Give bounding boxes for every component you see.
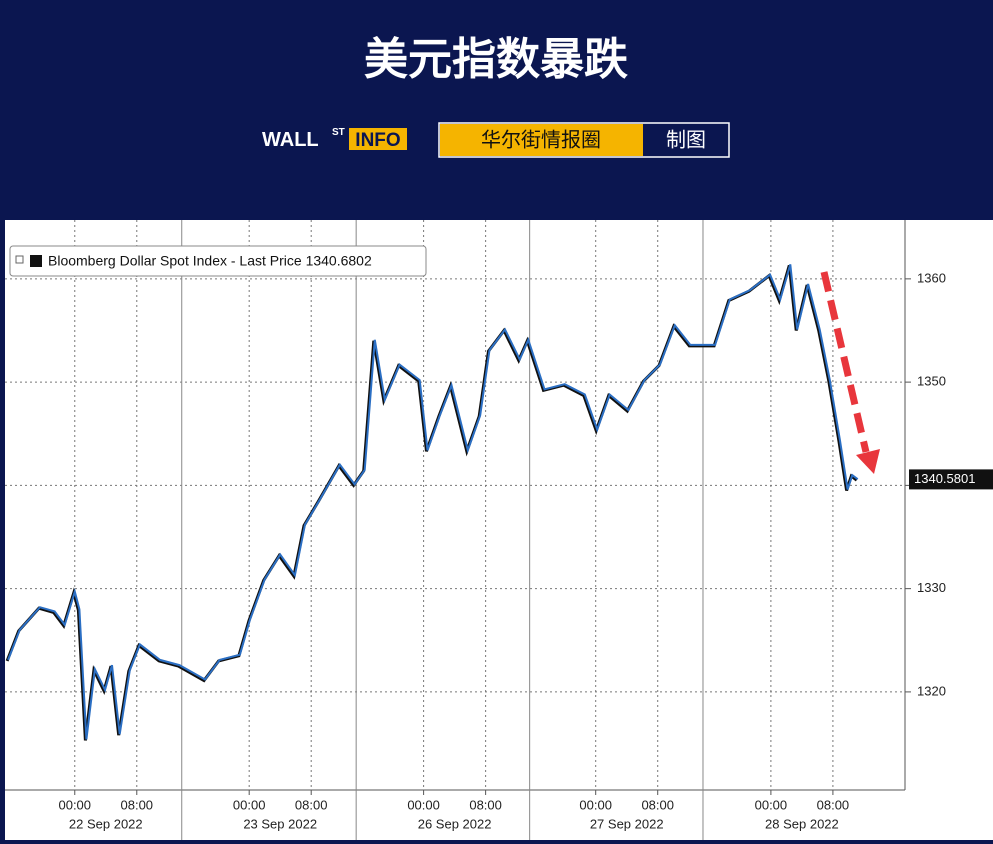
x-tick-label: 08:00 xyxy=(295,797,328,812)
arrow-shaft xyxy=(820,271,870,453)
x-tick-label: 08:00 xyxy=(121,797,154,812)
trend-arrow xyxy=(820,271,880,474)
logo-wall: WALL xyxy=(262,129,319,151)
legend-toggle xyxy=(15,255,24,264)
date-label: 22 Sep 2022 xyxy=(69,816,143,831)
y-tick-label: 1350 xyxy=(917,374,946,389)
x-tick-label: 08:00 xyxy=(641,797,674,812)
arrow-head xyxy=(856,449,880,474)
tag-text: 华尔街情报圈 xyxy=(481,128,601,152)
plot-bg xyxy=(5,220,993,840)
date-label: 26 Sep 2022 xyxy=(418,816,492,831)
date-label: 28 Sep 2022 xyxy=(765,816,839,831)
x-tick-label: 08:00 xyxy=(817,797,850,812)
header-bg xyxy=(0,0,993,218)
tag-suffix: 制图 xyxy=(666,128,706,152)
logo-st: ST xyxy=(332,127,345,138)
tag-bg xyxy=(440,124,643,156)
x-tick-label: 00:00 xyxy=(58,797,91,812)
logo-box xyxy=(349,128,407,150)
logo-info: INFO xyxy=(355,130,400,151)
legend-box xyxy=(9,245,427,277)
x-tick-label: 00:00 xyxy=(755,797,788,812)
last-price-label: 1340.5801 xyxy=(914,471,975,486)
x-tick-label: 00:00 xyxy=(233,797,266,812)
last-price-tag xyxy=(909,469,993,490)
date-label: 23 Sep 2022 xyxy=(243,816,317,831)
x-tick-label: 00:00 xyxy=(407,797,440,812)
x-tick-label: 08:00 xyxy=(469,797,502,812)
series-line xyxy=(7,264,859,740)
legend-label: Bloomberg Dollar Spot Index - Last Price… xyxy=(48,253,372,269)
tag-frame xyxy=(438,122,730,158)
page-title: 美元指数暴跌 xyxy=(364,34,628,85)
y-tick-label: 1360 xyxy=(917,270,946,285)
x-tick-label: 00:00 xyxy=(579,797,612,812)
y-tick-label: 1330 xyxy=(917,580,946,595)
y-tick-label: 1320 xyxy=(917,683,946,698)
date-label: 27 Sep 2022 xyxy=(590,816,664,831)
legend-swatch xyxy=(30,255,42,267)
